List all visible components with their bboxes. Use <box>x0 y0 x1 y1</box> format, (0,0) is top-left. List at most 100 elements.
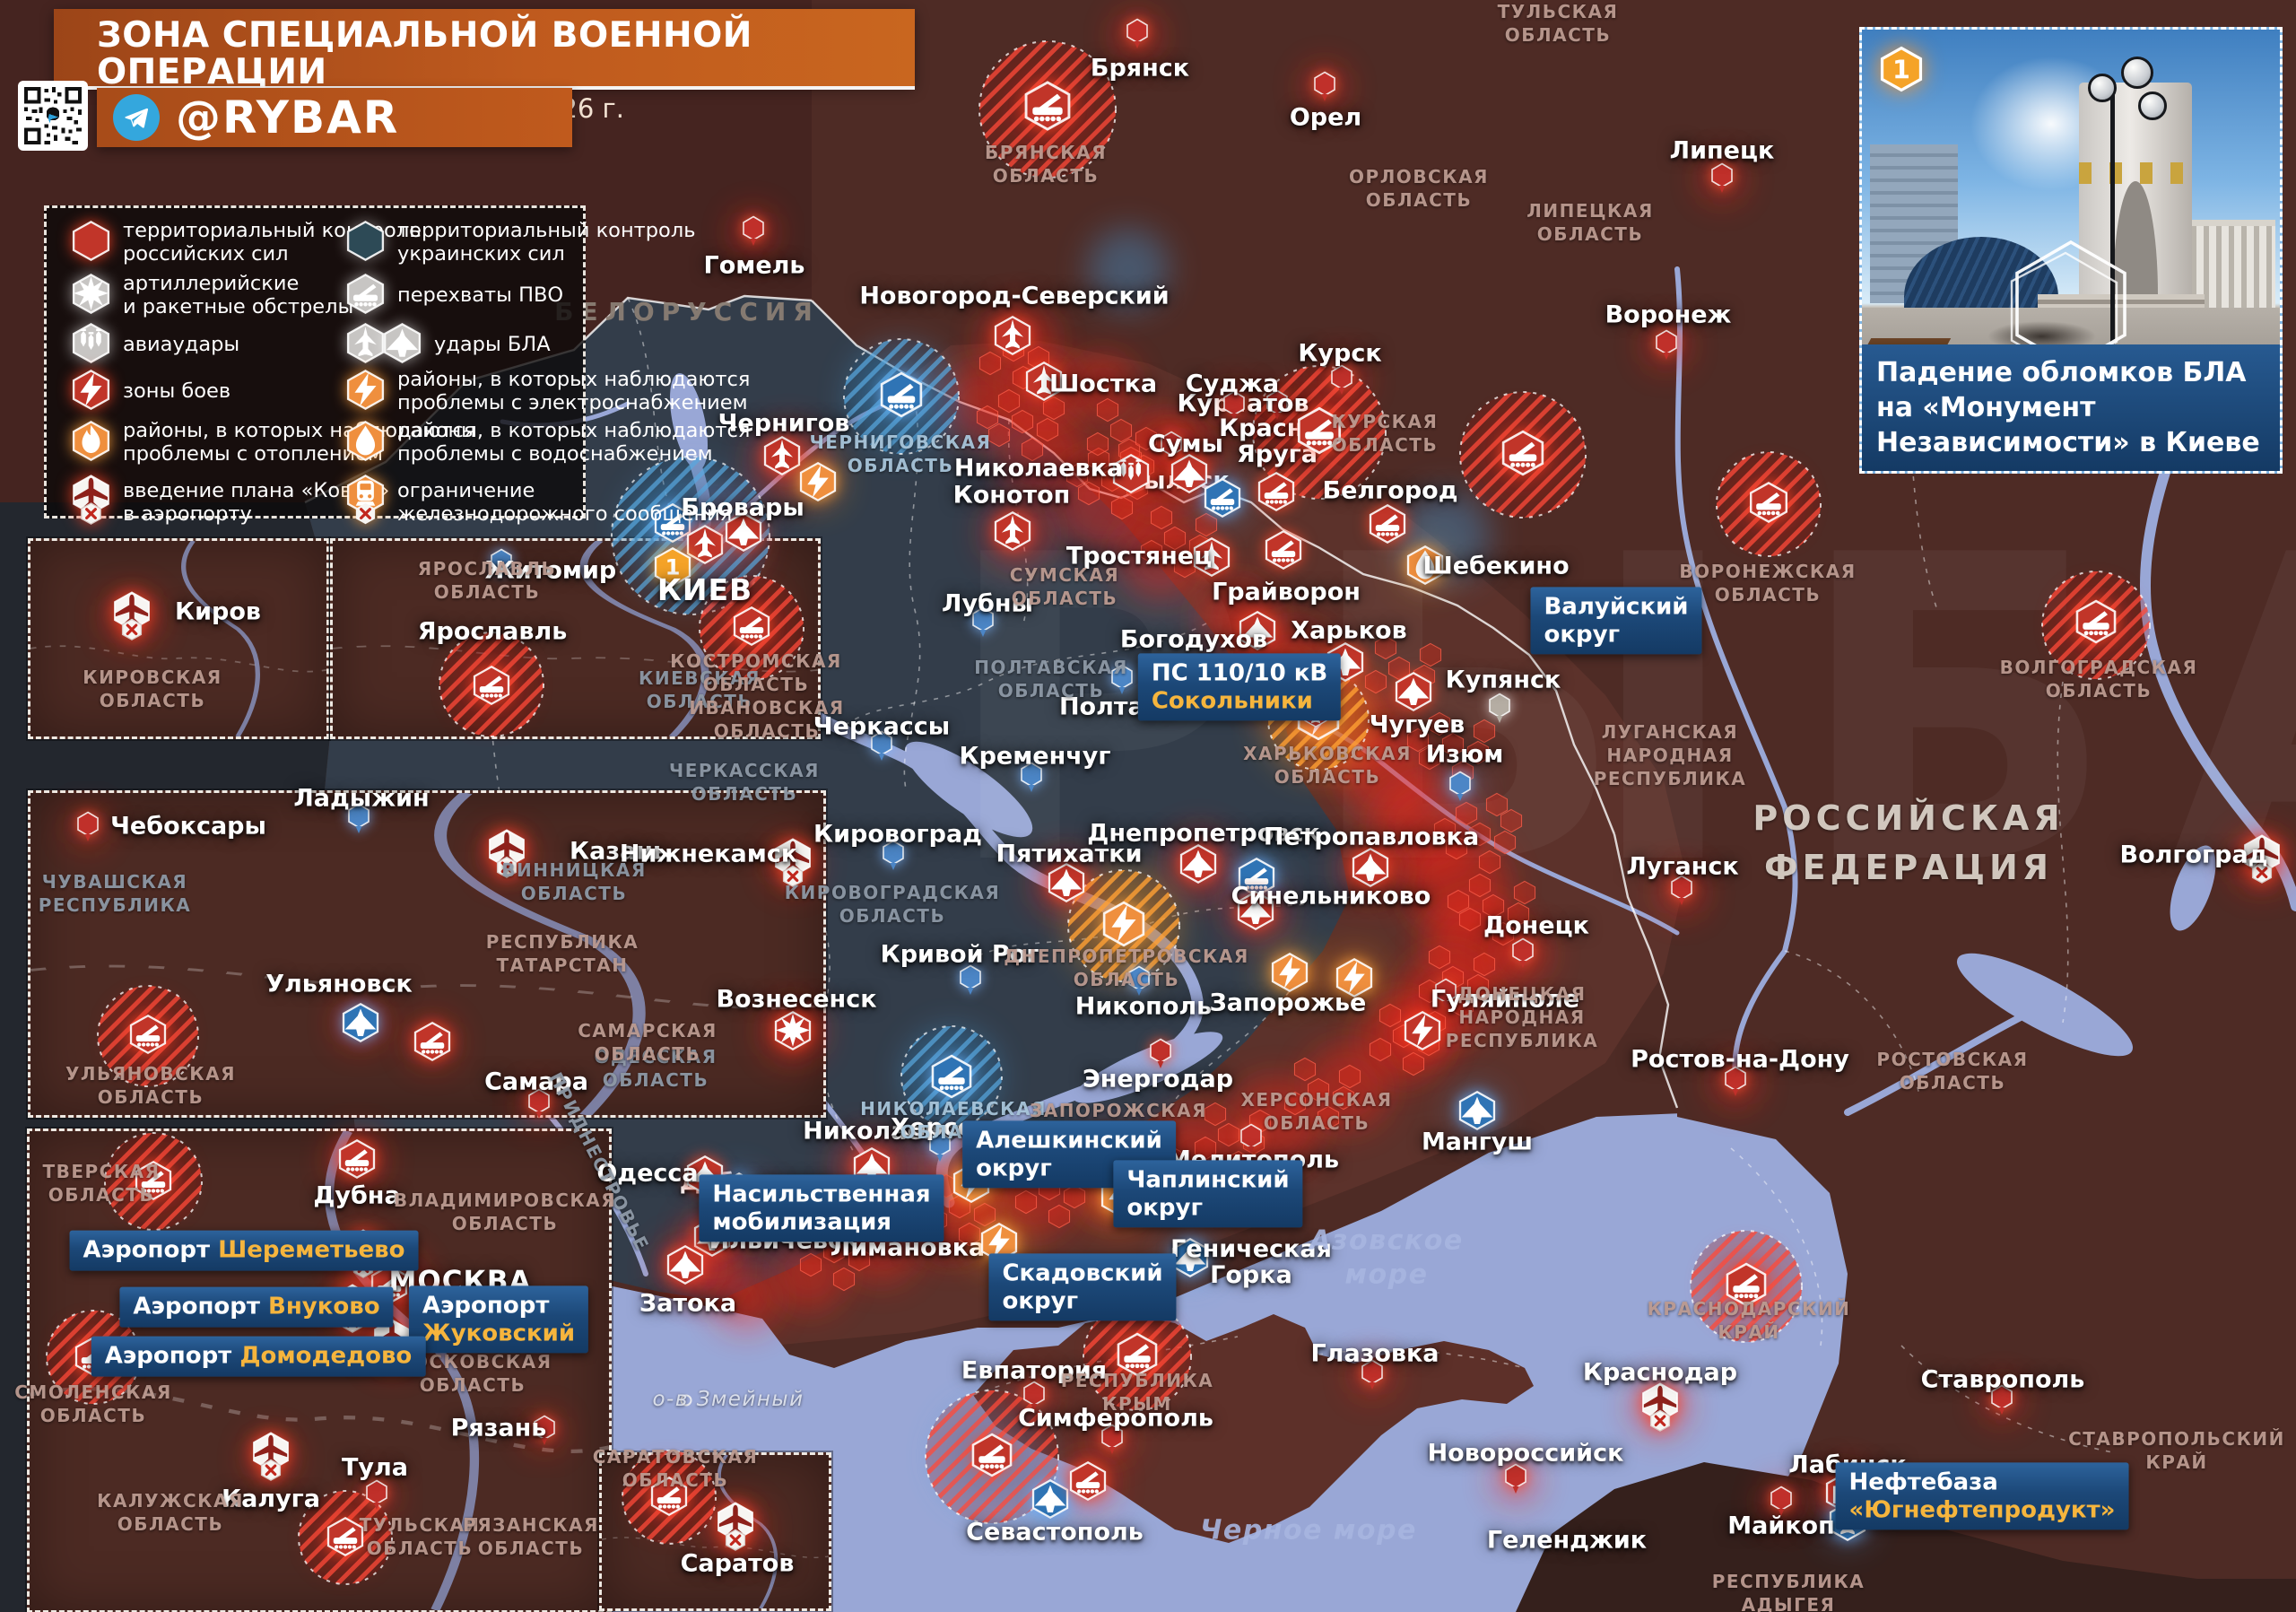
marker-pin-b[interactable] <box>1109 663 1135 697</box>
marker-pin-b[interactable] <box>1019 761 1044 795</box>
marker-aa-b[interactable] <box>1236 857 1277 898</box>
marker-planex[interactable] <box>250 1431 291 1485</box>
marker-bolt-r[interactable] <box>1402 1010 1443 1051</box>
marker-jet-r[interactable] <box>684 524 726 565</box>
marker-pin-b[interactable] <box>958 963 983 998</box>
marker-jet-r[interactable] <box>992 315 1033 356</box>
marker-bolt-o[interactable] <box>1269 952 1310 993</box>
marker-aa-b[interactable] <box>878 371 926 419</box>
marker-aa-r[interactable] <box>1724 1262 1770 1308</box>
marker-bolt-o[interactable] <box>1100 901 1148 948</box>
marker-pin-b[interactable] <box>489 547 514 581</box>
marker-pin-r[interactable] <box>364 1478 389 1512</box>
marker-drone-b[interactable] <box>340 1002 381 1043</box>
marker-drone-r[interactable] <box>1393 671 1434 712</box>
marker-pin-r[interactable] <box>1360 1358 1385 1392</box>
marker-aa-r[interactable] <box>2074 599 2119 645</box>
marker-aa-r[interactable] <box>1367 503 1408 545</box>
marker-drone-r[interactable] <box>1350 847 1391 888</box>
marker-one-o[interactable]: 1 <box>652 546 693 588</box>
city-label-Синельниково: Синельниково <box>1231 882 1431 911</box>
marker-drone-b[interactable] <box>1030 1478 1071 1520</box>
marker-aa-r[interactable] <box>1256 471 1297 512</box>
marker-pin-r[interactable] <box>526 1087 552 1121</box>
marker-aa-b[interactable] <box>652 502 693 544</box>
marker-planex[interactable] <box>2241 833 2283 887</box>
marker-drone-b[interactable] <box>1457 1090 1498 1131</box>
marker-planex[interactable] <box>1639 1381 1681 1435</box>
marker-aa-b[interactable] <box>1202 477 1243 518</box>
marker-pin-b[interactable] <box>1126 964 1152 998</box>
marker-drone-r[interactable] <box>1046 862 1087 903</box>
marker-planex[interactable] <box>772 837 813 891</box>
marker-pin-b[interactable] <box>970 606 996 640</box>
marker-drone-r[interactable] <box>1235 890 1276 931</box>
marker-aa-r[interactable] <box>1500 430 1547 477</box>
marker-pin-b[interactable] <box>1448 770 1473 804</box>
marker-drone-r[interactable] <box>1178 843 1219 884</box>
marker-pin-r[interactable] <box>1239 1122 1264 1156</box>
marker-aa-r[interactable] <box>133 1160 174 1201</box>
marker-aa-r[interactable] <box>970 1433 1015 1478</box>
marker-planex[interactable] <box>486 828 527 882</box>
marker-pin-r[interactable] <box>1769 1485 1794 1519</box>
marker-pin-r[interactable] <box>1709 161 1735 196</box>
marker-aa-r[interactable] <box>325 1516 366 1557</box>
marker-aa-r[interactable] <box>1295 406 1344 456</box>
marker-bolt-o[interactable] <box>1334 957 1375 998</box>
marker-pin-r[interactable] <box>1148 1037 1173 1071</box>
marker-pin-r[interactable] <box>1654 328 1679 362</box>
marker-aa-r[interactable] <box>127 1014 169 1055</box>
marker-pin-r[interactable] <box>1433 977 1458 1011</box>
marker-pin-b[interactable] <box>346 802 371 836</box>
marker-pin-g[interactable] <box>1487 692 1512 726</box>
marker-pin-b[interactable] <box>927 1130 952 1164</box>
marker-drop-o[interactable] <box>1405 545 1446 586</box>
marker-bolt-o[interactable] <box>797 461 839 502</box>
marker-pin-r[interactable] <box>1222 389 1247 423</box>
marker-aa-r[interactable] <box>1263 529 1304 571</box>
marker-pin-r[interactable] <box>532 1414 557 1448</box>
marker-drone-r[interactable] <box>1237 610 1278 651</box>
marker-exp-r[interactable] <box>772 1010 813 1051</box>
marker-jet-r[interactable] <box>1023 361 1065 402</box>
marker-pin-r[interactable] <box>741 214 766 248</box>
marker-aa-r[interactable] <box>648 1476 690 1517</box>
marker-pin-r[interactable] <box>1125 17 1150 51</box>
marker-aa-r[interactable] <box>1115 1332 1161 1378</box>
marker-pin-r[interactable] <box>1159 430 1184 464</box>
marker-pin-r[interactable] <box>1329 363 1354 397</box>
marker-pin-r[interactable] <box>1723 1065 1748 1099</box>
marker-jet-r[interactable] <box>761 435 803 476</box>
marker-pin-r[interactable] <box>1669 874 1694 908</box>
marker-bomb-r[interactable] <box>1110 453 1152 494</box>
marker-pin-b[interactable] <box>881 839 906 873</box>
marker-pin-r[interactable] <box>75 810 100 844</box>
marker-jet-r[interactable] <box>992 510 1033 552</box>
marker-aa-b[interactable] <box>929 1054 975 1100</box>
marker-aa-r[interactable] <box>1067 1460 1109 1502</box>
marker-pin-r[interactable] <box>1312 70 1337 104</box>
marker-pin-r[interactable] <box>1510 937 1535 971</box>
marker-pin-r[interactable] <box>1100 1423 1125 1457</box>
marker-drone-r[interactable] <box>723 511 764 553</box>
marker-pin-r[interactable] <box>1503 1462 1528 1496</box>
marker-dot-w[interactable] <box>679 1393 693 1407</box>
marker-pin-r[interactable] <box>1022 1380 1047 1414</box>
marker-jet-r[interactable] <box>1191 536 1232 578</box>
marker-pin-r[interactable] <box>1265 388 1290 423</box>
city-label-Самара: Самара <box>484 1067 588 1096</box>
marker-pin-r[interactable] <box>1989 1383 2014 1417</box>
marker-planex[interactable] <box>111 590 152 644</box>
marker-pin-b[interactable] <box>869 729 894 763</box>
marker-aa-r[interactable] <box>1747 481 1790 524</box>
marker-aa-r[interactable] <box>336 1138 378 1180</box>
marker-aa-r[interactable] <box>1022 80 1074 132</box>
marker-aa-r[interactable] <box>471 665 512 706</box>
marker-planex[interactable] <box>715 1501 756 1555</box>
marker-drone-r[interactable] <box>1169 453 1210 494</box>
marker-drone-r[interactable] <box>665 1244 706 1285</box>
marker-aa-r[interactable] <box>731 606 772 647</box>
marker-aa-r[interactable] <box>412 1021 453 1062</box>
marker-drone-b[interactable] <box>1170 1237 1211 1278</box>
